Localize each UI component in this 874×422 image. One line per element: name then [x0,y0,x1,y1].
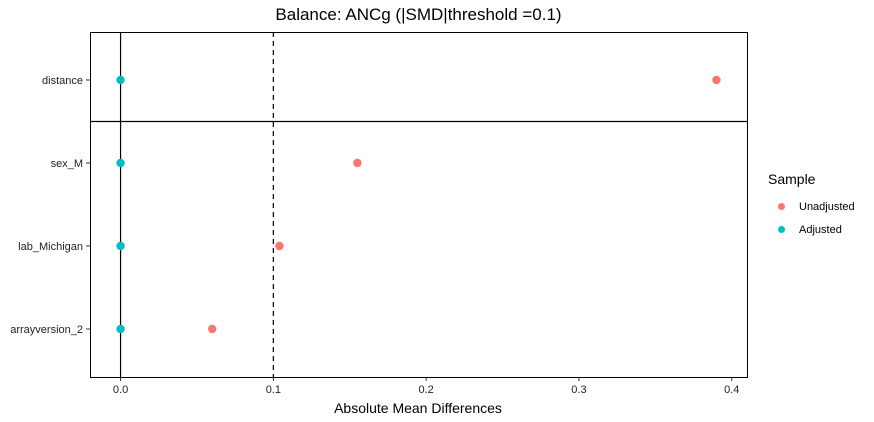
legend-title: Sample [768,171,816,187]
point-unadjusted-sex-m [353,158,362,168]
legend-label: Unadjusted [799,200,855,213]
x-tick-label: 0.2 [418,384,433,396]
legend-item-adjusted: Adjusted [768,218,855,241]
legend-dot [778,226,785,233]
legend-item-unadjusted: Unadjusted [768,195,855,218]
y-tick-label: sex_M [51,158,83,170]
legend-label: Adjusted [799,223,842,236]
x-tick-label: 0.1 [266,384,281,396]
legend: Sample Unadjusted Adjusted [768,171,855,241]
point-adjusted-sex-m [116,158,125,168]
point-unadjusted-distance [712,75,721,85]
chart-title: Balance: ANCg (|SMD|threshold =0.1) [275,5,562,24]
x-axis-title: Absolute Mean Differences [334,400,502,416]
y-tick-label: arrayversion_2 [10,324,83,336]
x-tick-label: 0.4 [724,384,739,396]
point-adjusted-distance [116,75,125,85]
plot-panel [90,32,748,378]
point-unadjusted-lab-michigan [275,241,284,251]
point-unadjusted-arrayversion-2 [208,324,217,334]
point-adjusted-lab-michigan [116,241,125,251]
y-tick-label: distance [42,75,83,87]
y-tick-label: lab_Michigan [18,241,83,253]
x-tick-label: 0.0 [113,384,128,396]
x-tick-label: 0.3 [571,384,586,396]
legend-dot [778,203,785,210]
legend-items: Unadjusted Adjusted [768,195,855,241]
point-adjusted-arrayversion-2 [116,324,125,334]
marks-layer: 0.0 0.1 0.2 0.3 0.4 distance sex_M lab_Michigan… [10,32,739,396]
